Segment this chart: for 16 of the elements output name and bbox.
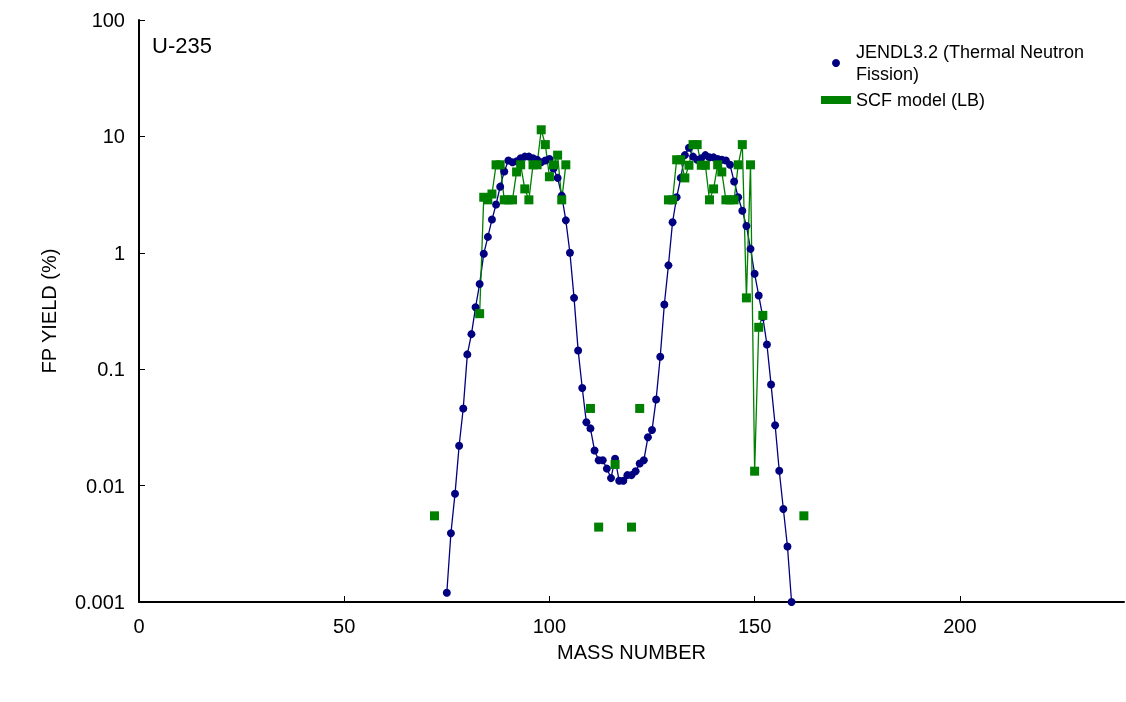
legend-label: JENDL3.2 (Thermal Neutron Fission): [856, 42, 1090, 84]
legend-label: SCF model (LB): [856, 90, 986, 110]
x-tick-label: 200: [943, 615, 977, 637]
x-tick-label: 0: [133, 615, 145, 637]
x-tick-label: 150: [737, 615, 772, 637]
y-tick-label: 100: [91, 9, 125, 31]
x-axis-title: MASS NUMBER: [557, 641, 706, 663]
x-tick-label: 100: [532, 615, 567, 637]
annotation: U-235: [152, 32, 212, 58]
y-tick-label: 0.01: [86, 474, 125, 497]
x-tick-label: 50: [333, 615, 356, 637]
y-tick-label: 10: [102, 125, 125, 148]
y-tick-label: 1: [113, 241, 125, 264]
y-tick-label: 0.001: [74, 591, 125, 613]
y-axis-title: FP YIELD (%): [38, 248, 60, 374]
y-tick-label: 0.1: [97, 358, 125, 381]
